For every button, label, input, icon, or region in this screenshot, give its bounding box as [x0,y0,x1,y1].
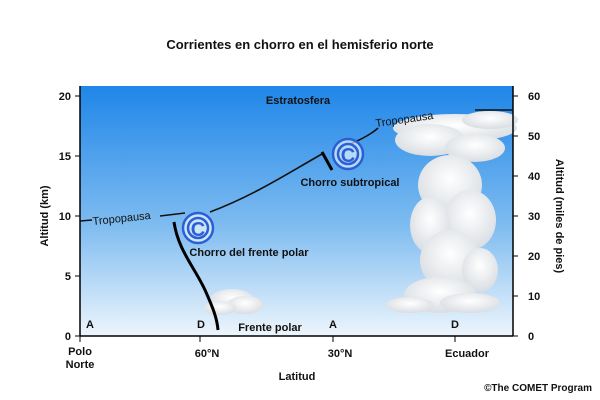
x-tick-label: Norte [66,359,95,371]
jet-symbol-letter: C [341,145,355,167]
left-axis-ticks [75,95,80,337]
polar-jet-icon: C [181,211,215,245]
left-axis-label: Altitud (km) [39,185,51,246]
left-tick-label: 10 [59,211,71,223]
x-tick-label: Ecuador [445,348,490,360]
x-axis-label: Latitud [279,371,316,383]
right-tick-label: 40 [528,171,540,183]
right-tick-label: 20 [528,251,540,263]
x-tick-label: Polo [68,346,92,358]
page-title: Corrientes en chorro en el hemisferio no… [166,37,434,52]
polar-front-label: Frente polar [238,322,302,334]
right-axis-label: Altitud (miles de pies) [553,159,565,274]
credit-text: ©The COMET Program [484,383,592,394]
right-axis-ticks [513,95,518,337]
right-tick-label: 0 [528,331,534,343]
x-tick-label: 60°N [195,348,220,360]
high-pressure-marker: A [329,319,337,331]
right-tick-label: 10 [528,291,540,303]
polar-front-line [172,221,220,331]
stratosphere-label: Estratosfera [266,95,331,107]
right-tick-label: 50 [528,131,540,143]
low-pressure-marker: D [197,319,205,331]
subtropical-front-segment [320,151,334,171]
small-cloud [204,289,263,315]
cumulonimbus-cloud [386,111,518,313]
right-tick-label: 60 [528,91,540,103]
polar-jet-label: Chorro del frente polar [189,247,309,259]
subtropical-jet-icon: C [331,137,365,171]
left-tick-label: 20 [59,91,71,103]
left-tick-label: 0 [65,331,71,343]
x-tick-label: 30°N [328,348,353,360]
left-tick-label: 15 [59,151,71,163]
x-axis-ticks [79,336,456,342]
jet-symbol-letter: C [191,219,205,241]
low-pressure-marker: D [451,319,459,331]
subtropical-jet-label: Chorro subtropical [300,177,399,189]
right-tick-label: 30 [528,211,540,223]
high-pressure-marker: A [86,319,94,331]
left-tick-label: 5 [65,271,71,283]
